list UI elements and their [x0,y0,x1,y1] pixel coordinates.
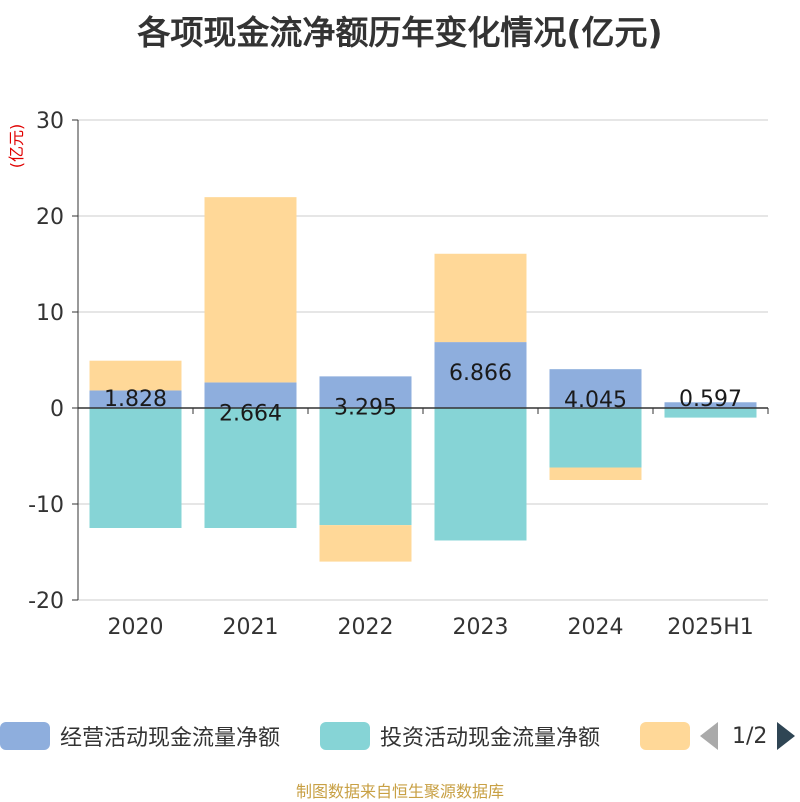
data-label: 6.866 [449,361,512,386]
data-label: 1.828 [104,387,167,412]
legend-label-investing: 投资活动现金流量净额 [380,726,601,751]
bar-investing [664,408,757,418]
legend-swatch-investing [320,722,370,750]
bar-investing [434,408,527,541]
data-label: 4.045 [564,388,627,413]
legend-next-page-icon[interactable] [777,722,796,750]
y-tick-label: -10 [28,493,64,518]
bar-operating [319,376,412,408]
y-tick-label: -20 [28,589,64,614]
bar-financing [549,467,642,480]
bar-operating [89,390,182,408]
legend-item-investing[interactable]: 投资活动现金流量净额 [320,716,600,756]
x-tick-label: 2023 [453,615,509,640]
y-tick-label: 10 [36,301,64,326]
data-source-note: 制图数据来自恒生聚源数据库 [295,782,504,801]
y-tick-label: 30 [36,109,64,134]
bar-investing [319,408,412,526]
bar-investing [89,408,182,528]
legend-item-financing[interactable] [640,716,690,756]
bar-financing [434,253,527,343]
bar-operating [434,342,527,408]
data-label: 3.295 [334,395,397,420]
x-tick-label: 2021 [223,615,279,640]
bar-financing [204,197,297,383]
bar-operating [664,402,757,408]
y-axis-title: (亿元) [7,124,26,169]
chart-title: 各项现金流净额历年变化情况(亿元) [137,13,663,52]
bar-financing [319,525,412,562]
y-tick-label: 20 [36,205,64,230]
x-tick-label: 2025H1 [667,615,754,640]
legend-swatch-financing [640,722,690,750]
x-tick-label: 2024 [568,615,624,640]
y-tick-label: 0 [50,397,64,422]
legend-item-operating[interactable]: 经营活动现金流量净额 [0,716,280,756]
x-tick-label: 2020 [108,615,164,640]
legend-label-operating: 经营活动现金流量净额 [60,726,281,751]
x-tick-label: 2022 [338,615,394,640]
legend-swatch-operating [0,722,50,750]
bar-operating [549,369,642,408]
legend: 经营活动现金流量净额 投资活动现金流量净额 [0,716,800,756]
legend-page-indicator: 1/2 [732,723,768,749]
bar-chart: 30 20 10 0 -10 -20 (亿元) 2020 2021 2022 2023 2024 202… [7,109,769,640]
bar-financing [89,360,182,391]
legend-prev-page-icon[interactable] [700,722,718,750]
bar-investing [204,408,297,528]
data-label: 0.597 [679,387,742,412]
bar-operating [204,382,297,408]
legend-pager: 1/2 [700,716,796,756]
data-label: 2.664 [219,401,282,426]
bar-investing [549,408,642,468]
